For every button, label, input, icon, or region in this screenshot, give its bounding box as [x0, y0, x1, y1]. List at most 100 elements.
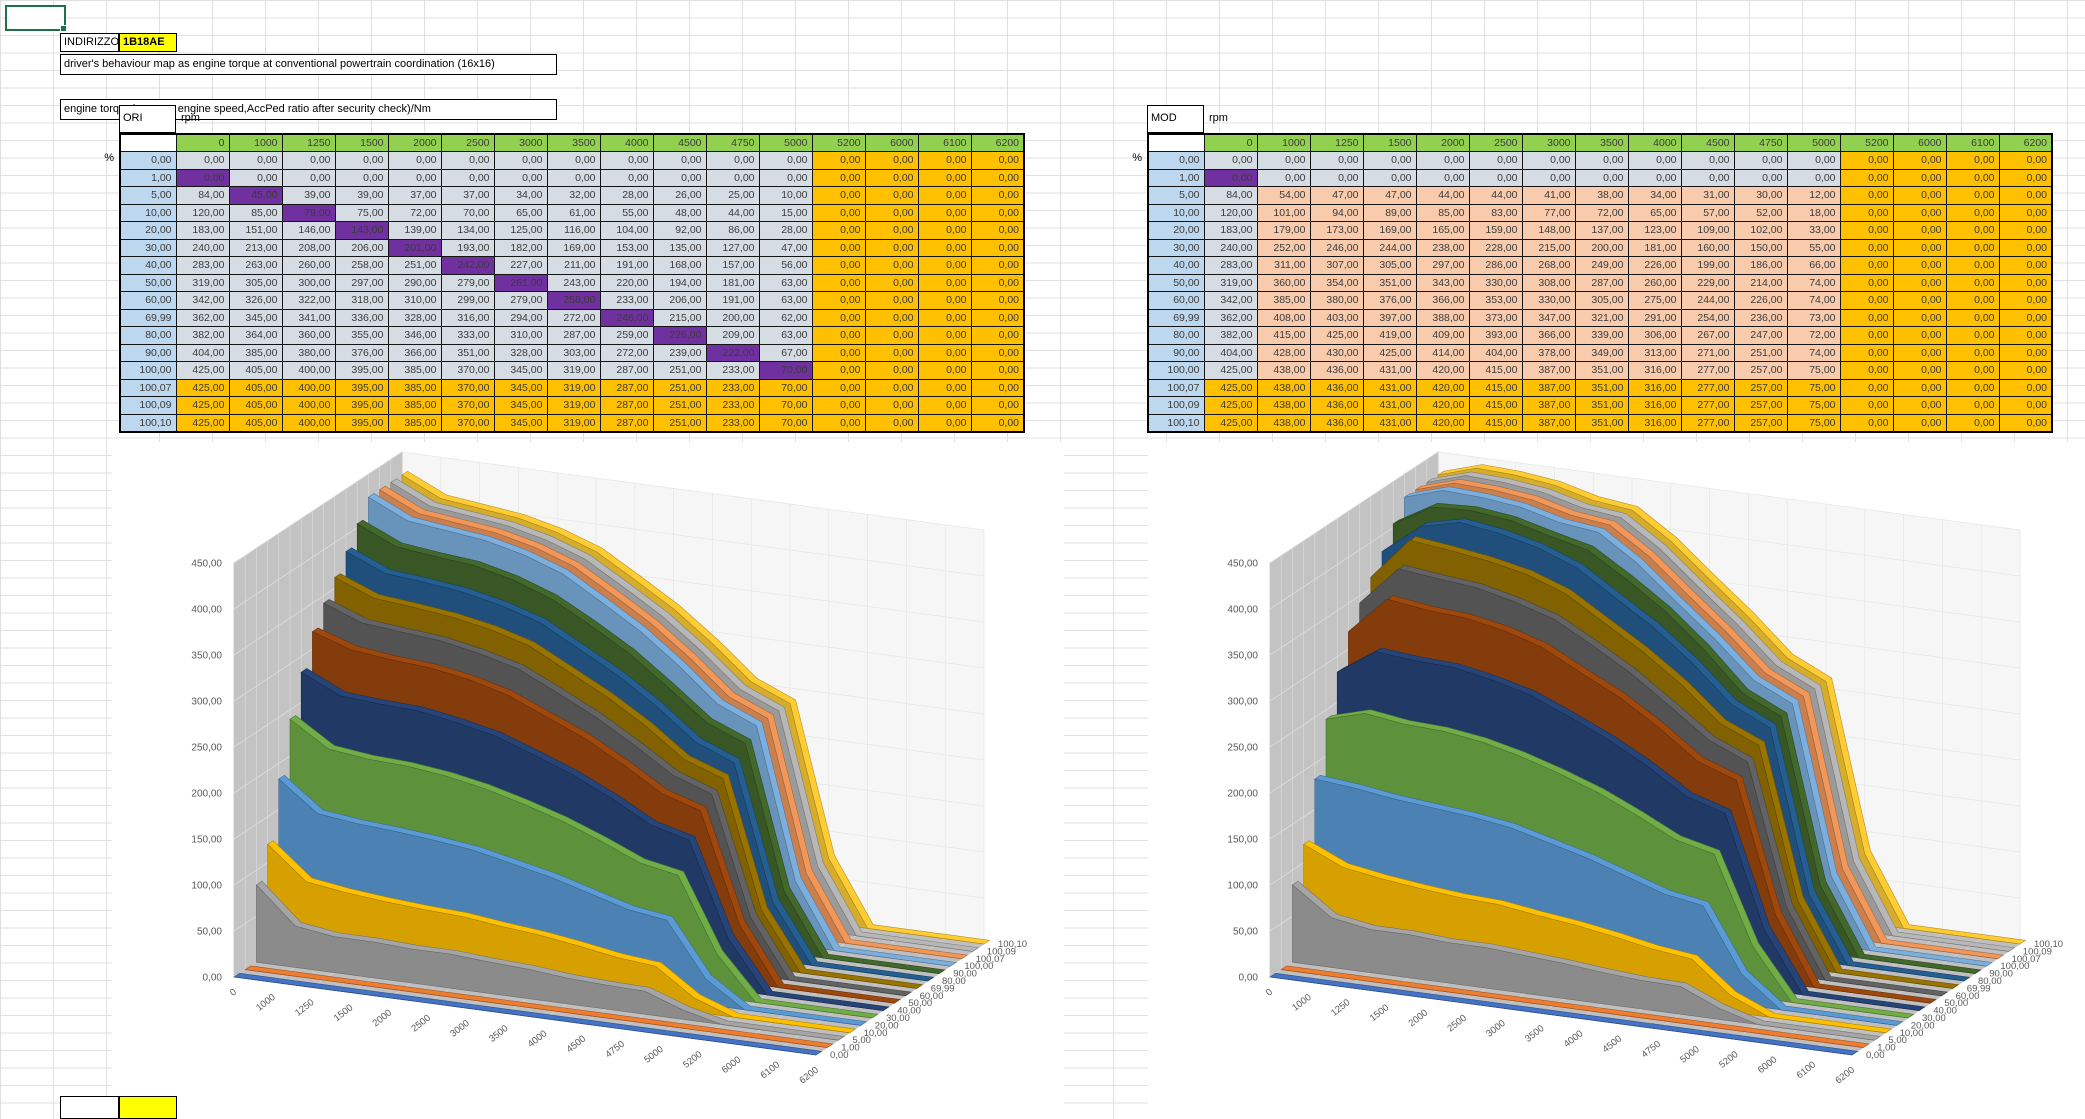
- torque-value-cell[interactable]: 0,00: [970, 238, 1025, 257]
- torque-value-cell[interactable]: 201,00: [387, 238, 442, 257]
- torque-value-cell[interactable]: 215,00: [652, 308, 707, 327]
- torque-value-cell[interactable]: 258,00: [546, 291, 601, 310]
- torque-value-cell[interactable]: 10,00: [758, 186, 813, 205]
- torque-value-cell[interactable]: 275,00: [1627, 291, 1682, 310]
- rpm-header-cell[interactable]: 2000: [1415, 133, 1470, 152]
- accped-row-label-cell[interactable]: 1,00: [119, 168, 177, 187]
- torque-value-cell[interactable]: 272,00: [599, 343, 654, 362]
- torque-value-cell[interactable]: 229,00: [1680, 273, 1735, 292]
- torque-value-cell[interactable]: 0,00: [864, 361, 919, 380]
- torque-value-cell[interactable]: 0,00: [1998, 151, 2053, 170]
- torque-value-cell[interactable]: 0,00: [1945, 151, 2000, 170]
- torque-value-cell[interactable]: 355,00: [334, 326, 389, 345]
- torque-value-cell[interactable]: 277,00: [1680, 361, 1735, 380]
- torque-value-cell[interactable]: 339,00: [1574, 326, 1629, 345]
- torque-value-cell[interactable]: 0,00: [811, 343, 866, 362]
- torque-value-cell[interactable]: 319,00: [546, 361, 601, 380]
- accped-row-label-cell[interactable]: 80,00: [119, 326, 177, 345]
- torque-value-cell[interactable]: 404,00: [175, 343, 230, 362]
- torque-value-cell[interactable]: 404,00: [1203, 343, 1258, 362]
- torque-value-cell[interactable]: 251,00: [387, 256, 442, 275]
- torque-value-cell[interactable]: 75,00: [1786, 378, 1841, 397]
- ori-3d-chart-panel[interactable]: 0,00 50,00 100,00 150,00 200,00 250,00 300,00 3…: [112, 442, 1064, 1119]
- torque-value-cell[interactable]: 0,00: [970, 151, 1025, 170]
- torque-value-cell[interactable]: 0,00: [1203, 168, 1258, 187]
- torque-value-cell[interactable]: 251,00: [652, 361, 707, 380]
- torque-value-cell[interactable]: 259,00: [599, 326, 654, 345]
- torque-value-cell[interactable]: 0,00: [864, 151, 919, 170]
- torque-value-cell[interactable]: 395,00: [334, 396, 389, 415]
- torque-value-cell[interactable]: 169,00: [1362, 221, 1417, 240]
- torque-value-cell[interactable]: 405,00: [228, 378, 283, 397]
- accped-row-label-cell[interactable]: 100,00: [119, 361, 177, 380]
- torque-value-cell[interactable]: 373,00: [1468, 308, 1523, 327]
- rpm-header-cell[interactable]: 1500: [1362, 133, 1417, 152]
- torque-value-cell[interactable]: 44,00: [1468, 186, 1523, 205]
- torque-value-cell[interactable]: 351,00: [1362, 273, 1417, 292]
- torque-value-cell[interactable]: 286,00: [1468, 256, 1523, 275]
- torque-value-cell[interactable]: 0,00: [1892, 326, 1947, 345]
- torque-value-cell[interactable]: 200,00: [1574, 238, 1629, 257]
- torque-value-cell[interactable]: 200,00: [705, 308, 760, 327]
- torque-value-cell[interactable]: 0,00: [1945, 326, 2000, 345]
- torque-value-cell[interactable]: 0,00: [281, 151, 336, 170]
- torque-value-cell[interactable]: 0,00: [970, 343, 1025, 362]
- torque-value-cell[interactable]: 425,00: [1203, 396, 1258, 415]
- torque-value-cell[interactable]: 0,00: [1839, 273, 1894, 292]
- torque-value-cell[interactable]: 34,00: [1627, 186, 1682, 205]
- rpm-header-cell[interactable]: 6200: [970, 133, 1025, 152]
- torque-value-cell[interactable]: 0,00: [917, 168, 972, 187]
- torque-value-cell[interactable]: 316,00: [1627, 378, 1682, 397]
- torque-value-cell[interactable]: 438,00: [1256, 378, 1311, 397]
- torque-value-cell[interactable]: 319,00: [175, 273, 230, 292]
- torque-value-cell[interactable]: 249,00: [1574, 256, 1629, 275]
- torque-value-cell[interactable]: 0,00: [1998, 396, 2053, 415]
- torque-value-cell[interactable]: 39,00: [334, 186, 389, 205]
- torque-value-cell[interactable]: 222,00: [705, 343, 760, 362]
- torque-value-cell[interactable]: 0,00: [864, 308, 919, 327]
- torque-value-cell[interactable]: 66,00: [1786, 256, 1841, 275]
- mod-table-name-cell[interactable]: MOD: [1147, 105, 1204, 133]
- torque-value-cell[interactable]: 0,00: [864, 396, 919, 415]
- torque-value-cell[interactable]: 0,00: [864, 413, 919, 432]
- torque-value-cell[interactable]: 206,00: [334, 238, 389, 257]
- torque-value-cell[interactable]: 48,00: [652, 203, 707, 222]
- torque-value-cell[interactable]: 385,00: [387, 396, 442, 415]
- torque-value-cell[interactable]: 0,00: [175, 168, 230, 187]
- torque-value-cell[interactable]: 287,00: [599, 396, 654, 415]
- torque-value-cell[interactable]: 388,00: [1415, 308, 1470, 327]
- torque-value-cell[interactable]: 360,00: [1256, 273, 1311, 292]
- torque-value-cell[interactable]: 0,00: [1786, 168, 1841, 187]
- torque-value-cell[interactable]: 0,00: [1998, 308, 2053, 327]
- torque-value-cell[interactable]: 370,00: [440, 396, 495, 415]
- torque-value-cell[interactable]: 0,00: [970, 256, 1025, 275]
- torque-value-cell[interactable]: 65,00: [493, 203, 548, 222]
- torque-value-cell[interactable]: 0,00: [1945, 168, 2000, 187]
- torque-value-cell[interactable]: 72,00: [1574, 203, 1629, 222]
- torque-value-cell[interactable]: 0,00: [652, 168, 707, 187]
- torque-value-cell[interactable]: 242,00: [440, 256, 495, 275]
- torque-value-cell[interactable]: 0,00: [970, 396, 1025, 415]
- rpm-header-cell[interactable]: 3000: [1521, 133, 1576, 152]
- torque-value-cell[interactable]: 251,00: [652, 396, 707, 415]
- accped-row-label-cell[interactable]: 0,00: [1147, 151, 1205, 170]
- torque-value-cell[interactable]: 85,00: [228, 203, 283, 222]
- torque-value-cell[interactable]: 209,00: [705, 326, 760, 345]
- torque-value-cell[interactable]: 0,00: [864, 291, 919, 310]
- torque-value-cell[interactable]: 0,00: [1998, 203, 2053, 222]
- accped-row-label-cell[interactable]: 100,09: [119, 396, 177, 415]
- torque-value-cell[interactable]: 277,00: [1680, 378, 1735, 397]
- torque-value-cell[interactable]: 252,00: [1256, 238, 1311, 257]
- torque-value-cell[interactable]: 351,00: [440, 343, 495, 362]
- torque-value-cell[interactable]: 84,00: [1203, 186, 1258, 205]
- torque-value-cell[interactable]: 0,00: [334, 151, 389, 170]
- torque-value-cell[interactable]: 247,00: [1733, 326, 1788, 345]
- torque-value-cell[interactable]: 28,00: [599, 186, 654, 205]
- torque-value-cell[interactable]: 41,00: [1521, 186, 1576, 205]
- torque-value-cell[interactable]: 0,00: [175, 151, 230, 170]
- torque-value-cell[interactable]: 193,00: [440, 238, 495, 257]
- accped-row-label-cell[interactable]: 60,00: [1147, 291, 1205, 310]
- torque-value-cell[interactable]: 0,00: [705, 168, 760, 187]
- accped-row-label-cell[interactable]: 50,00: [1147, 273, 1205, 292]
- torque-value-cell[interactable]: 0,00: [811, 203, 866, 222]
